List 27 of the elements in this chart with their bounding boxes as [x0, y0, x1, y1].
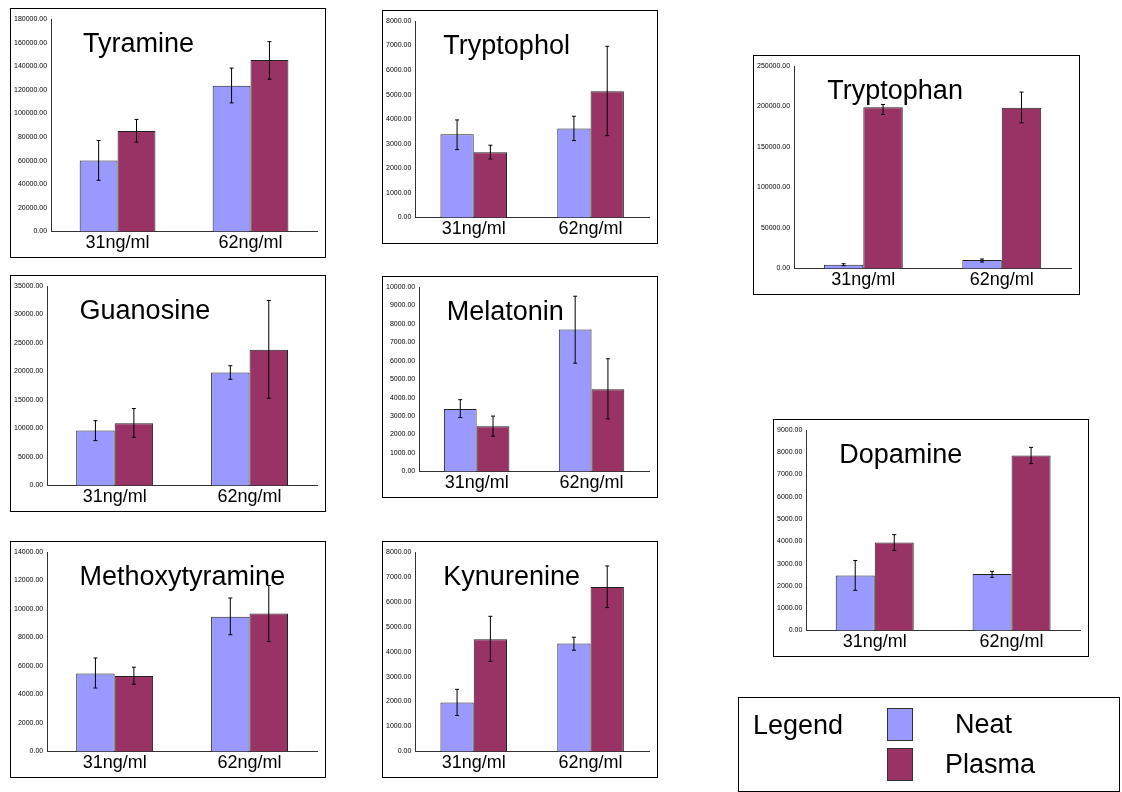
- x-tick-label: 31ng/ml: [441, 752, 506, 773]
- chart-title: Tryptophan: [827, 74, 963, 105]
- x-tick-label: 31ng/ml: [444, 472, 509, 493]
- x-tick-label: 31ng/ml: [82, 752, 147, 773]
- x-tick-label: 62ng/ml: [217, 752, 282, 773]
- x-tick-label: 62ng/ml: [217, 486, 282, 507]
- x-tick-label: 62ng/ml: [558, 218, 623, 239]
- chart-title: Tryptophol: [443, 29, 570, 60]
- x-tick-label: 62ng/ml: [558, 752, 623, 773]
- x-tick-label: 31ng/ml: [85, 232, 150, 253]
- chart-title: Melatonin: [446, 295, 564, 326]
- x-tick-label: 31ng/ml: [842, 631, 907, 652]
- chart-title: Guanosine: [79, 294, 211, 325]
- legend-label: Plasma: [945, 749, 1036, 780]
- legend-label: Neat: [955, 709, 1013, 740]
- chart-title: Methoxytyramine: [79, 560, 286, 591]
- x-tick-label: 62ng/ml: [969, 269, 1034, 290]
- chart-title: Tyramine: [83, 27, 195, 58]
- chart-title: Dopamine: [839, 438, 963, 469]
- x-tick-label: 62ng/ml: [979, 631, 1044, 652]
- x-tick-label: 31ng/ml: [441, 218, 506, 239]
- x-tick-label: 31ng/ml: [831, 269, 896, 290]
- x-tick-label: 62ng/ml: [218, 232, 283, 253]
- x-tick-label: 31ng/ml: [82, 486, 147, 507]
- x-tick-label: 62ng/ml: [559, 472, 624, 493]
- chart-title: Kynurenine: [443, 560, 580, 591]
- legend-title: Legend: [753, 710, 844, 741]
